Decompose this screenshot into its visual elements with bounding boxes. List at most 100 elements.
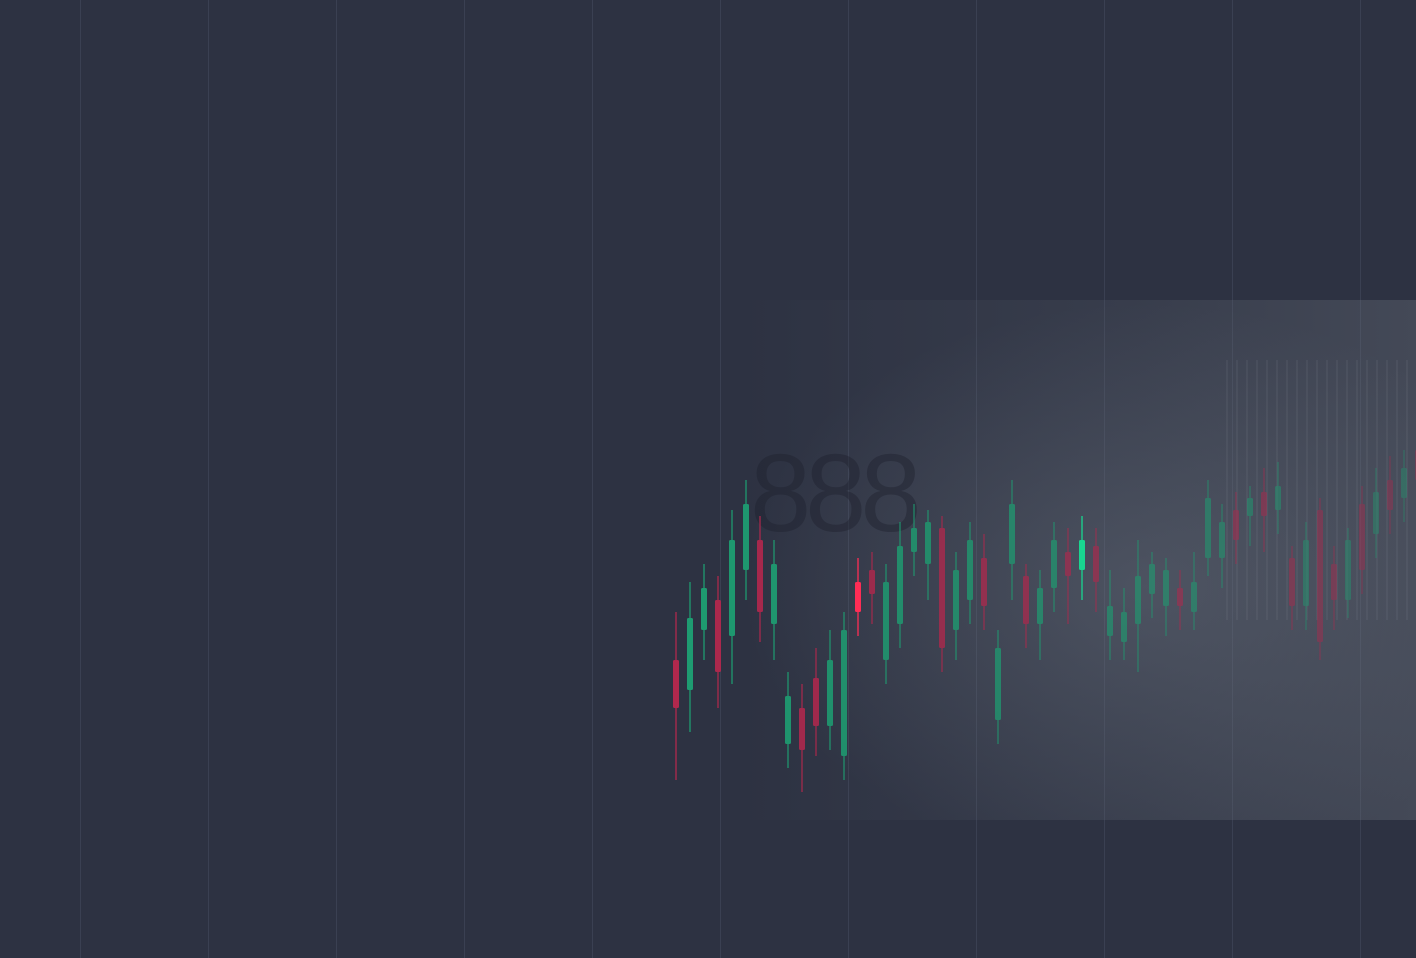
- candlestick: [1135, 540, 1141, 672]
- candlestick: [1219, 504, 1225, 588]
- photo-wall-panel: [1226, 360, 1416, 620]
- candle-body: [701, 588, 707, 630]
- candle-body: [953, 570, 959, 630]
- candle-body: [729, 540, 735, 636]
- candle-body: [981, 558, 987, 606]
- candlestick: [1289, 546, 1295, 630]
- candle-body: [785, 696, 791, 744]
- candle-body: [1387, 480, 1393, 510]
- candle-body: [827, 660, 833, 726]
- candlestick: [981, 534, 987, 630]
- candlestick: [869, 552, 875, 624]
- grid-line: [464, 0, 465, 958]
- candle-body: [1373, 492, 1379, 534]
- candlestick: [799, 684, 805, 792]
- candlestick: [995, 630, 1001, 744]
- candle-body: [1009, 504, 1015, 564]
- candlestick: [1051, 522, 1057, 612]
- candle-body: [1233, 510, 1239, 540]
- candle-body: [1331, 564, 1337, 600]
- candlestick: [771, 540, 777, 660]
- candle-body: [1219, 522, 1225, 558]
- candle-body: [771, 564, 777, 624]
- grid-line: [592, 0, 593, 958]
- candlestick: [1023, 564, 1029, 648]
- candle-body: [1177, 588, 1183, 606]
- candle-body: [1051, 540, 1057, 588]
- candle-body: [1289, 558, 1295, 606]
- candle-body: [869, 570, 875, 594]
- grid-line: [720, 0, 721, 958]
- candlestick: [1149, 552, 1155, 618]
- photo-sign-text: 888: [750, 432, 922, 555]
- candlestick: [1331, 546, 1337, 630]
- candle-body: [939, 528, 945, 648]
- candle-body: [1191, 582, 1197, 612]
- candlestick: [939, 516, 945, 672]
- candlestick: [1121, 588, 1127, 660]
- candle-body: [1037, 588, 1043, 624]
- candle-body: [1065, 552, 1071, 576]
- candle-body: [967, 540, 973, 600]
- candlestick: [1303, 522, 1309, 630]
- candlestick: [1037, 570, 1043, 660]
- candle-body: [1303, 540, 1309, 606]
- candlestick: [701, 564, 707, 660]
- candlestick: [1359, 486, 1365, 594]
- candlestick: [1401, 450, 1407, 522]
- candle-body: [813, 678, 819, 726]
- candle-body: [799, 708, 805, 750]
- candle-body: [925, 522, 931, 564]
- candlestick: [1093, 528, 1099, 612]
- candlestick: [1373, 468, 1379, 558]
- candlestick: [855, 558, 861, 636]
- candle-body: [1359, 504, 1365, 570]
- candle-body: [1247, 498, 1253, 516]
- candlestick: [1275, 462, 1281, 534]
- candlestick: [1317, 498, 1323, 660]
- candlestick: [841, 612, 847, 780]
- candle-body: [1121, 612, 1127, 642]
- candle-body: [1149, 564, 1155, 594]
- grid-line: [1232, 0, 1233, 958]
- candlestick: [1079, 516, 1085, 600]
- trading-floor-photo: 888: [740, 300, 1416, 820]
- candlestick: [1345, 528, 1351, 618]
- candle-body: [1079, 540, 1085, 570]
- candlestick: [827, 630, 833, 750]
- grid-line: [1360, 0, 1361, 958]
- grid-line: [80, 0, 81, 958]
- candle-body: [715, 600, 721, 672]
- candle-body: [897, 546, 903, 624]
- grid-line: [848, 0, 849, 958]
- candlestick: [1387, 456, 1393, 534]
- grid-line: [336, 0, 337, 958]
- grid-line: [976, 0, 977, 958]
- candlestick: [897, 522, 903, 648]
- candlestick: [925, 510, 931, 600]
- candlestick: [1205, 480, 1211, 576]
- candle-body: [1107, 606, 1113, 636]
- candlestick: [673, 612, 679, 780]
- candle-body: [1317, 510, 1323, 642]
- candle-body: [743, 504, 749, 570]
- candle-body: [1163, 570, 1169, 606]
- grid-line: [1104, 0, 1105, 958]
- candle-body: [1401, 468, 1407, 498]
- candlestick: [743, 480, 749, 600]
- candlestick: [967, 522, 973, 624]
- candle-body: [687, 618, 693, 690]
- candlestick: [1247, 486, 1253, 546]
- candle-body: [757, 540, 763, 612]
- candlestick: [687, 582, 693, 732]
- candlestick: [729, 510, 735, 684]
- candle-body: [1275, 486, 1281, 510]
- candle-body: [883, 582, 889, 660]
- candle-body: [1093, 546, 1099, 582]
- candle-body: [841, 630, 847, 756]
- candle-body: [673, 660, 679, 708]
- candle-body: [1135, 576, 1141, 624]
- candlestick: [911, 504, 917, 576]
